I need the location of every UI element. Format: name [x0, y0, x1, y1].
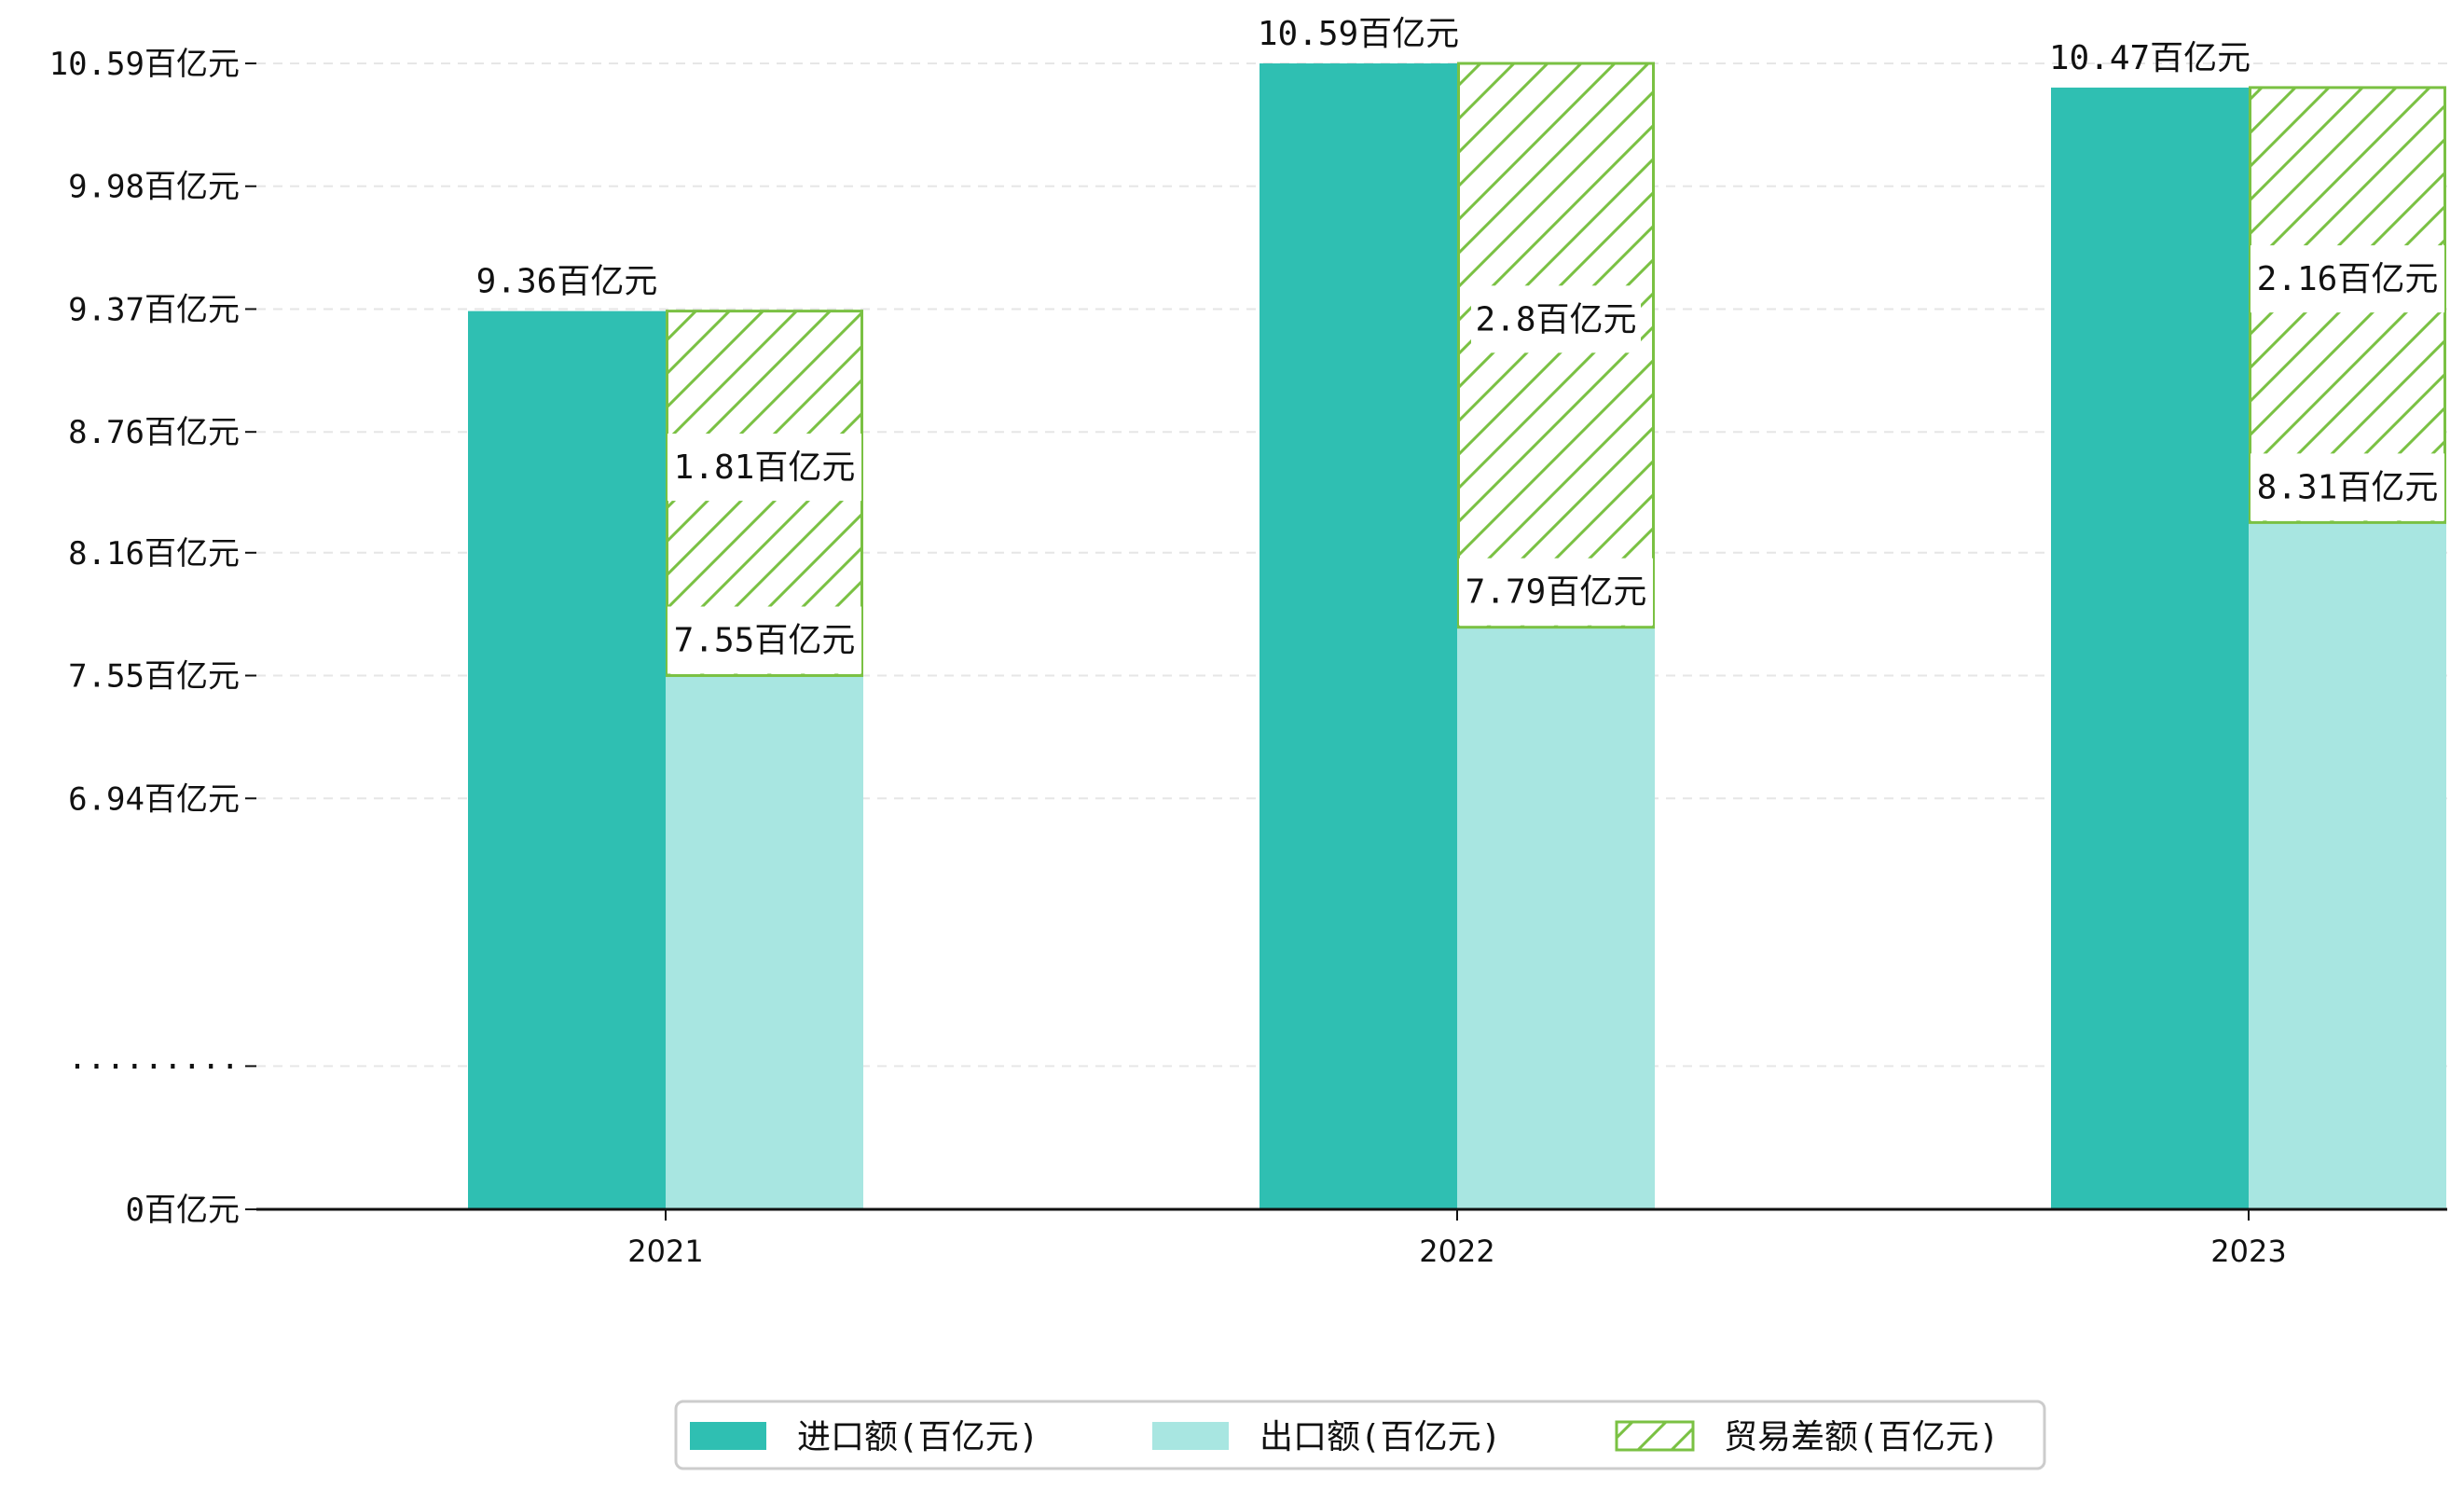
y-tick-label: ········· [68, 1048, 240, 1085]
value-label-export: 7.79百亿元 [1459, 558, 1653, 626]
bar-import-2021 [468, 310, 666, 1209]
y-tick-label: 8.76百亿元 [68, 414, 240, 451]
bar-import-2023 [2051, 87, 2249, 1209]
legend-diff-swatch [1615, 1420, 1695, 1452]
y-tick-label: 8.16百亿元 [68, 535, 240, 573]
value-label-export-bg [668, 606, 861, 674]
value-label-import: 10.59百亿元 [1258, 15, 1459, 53]
legend-import-swatch [690, 1422, 766, 1450]
value-label-export-text: 7.55百亿元 [674, 622, 856, 660]
value-label-export-text: 7.79百亿元 [1466, 573, 1647, 612]
value-label-diff: 2.8百亿元 [1471, 285, 1641, 353]
value-labels: 9.36百亿元 7.55百亿元 1.81百亿元 10.59百亿元 7.79百亿元 2.8百… [476, 15, 2444, 674]
value-label-diff-text: 2.16百亿元 [2257, 260, 2439, 298]
value-label-diff: 1.81百亿元 [668, 434, 861, 502]
value-label-diff: 2.16百亿元 [2251, 245, 2444, 313]
y-tick-label: 7.55百亿元 [68, 658, 240, 696]
y-tick-label: 10.59百亿元 [49, 46, 240, 83]
value-label-export-bg [2251, 453, 2444, 521]
legend-import-label: 进口额(百亿元) [797, 1418, 1039, 1456]
legend-diff: 贸易差额(百亿元) [1615, 1418, 1999, 1456]
legend-export-label: 出口额(百亿元) [1260, 1418, 1501, 1456]
y-tick-label: 9.37百亿元 [68, 291, 240, 328]
y-tick-label: 0百亿元 [126, 1192, 240, 1229]
legend-import: 进口额(百亿元) [690, 1418, 1039, 1456]
value-label-export-text: 8.31百亿元 [2257, 468, 2439, 506]
value-label-export: 8.31百亿元 [2251, 453, 2444, 521]
legend-diff-label: 贸易差额(百亿元) [1724, 1418, 1999, 1456]
axes: 0百亿元 ········· 6.94百亿元 7.55百亿元 8.16百亿元 8.76百亿… [49, 46, 2447, 1269]
value-label-diff-text: 2.8百亿元 [1475, 300, 1636, 338]
value-label-import: 10.47百亿元 [2049, 39, 2251, 77]
legend-box [674, 1400, 2046, 1470]
value-label-diff-bg [1471, 285, 1641, 353]
legend-export-swatch [1152, 1422, 1229, 1450]
bar-import-2022 [1260, 63, 1457, 1209]
value-label-export-bg [1459, 558, 1653, 626]
value-label-diff-bg [668, 434, 861, 502]
y-tick-label: 6.94百亿元 [68, 780, 240, 818]
x-tick-label: 2022 [1419, 1234, 1494, 1269]
bar-export-2023 [2249, 522, 2446, 1209]
y-tick-label: 9.98百亿元 [68, 169, 240, 206]
legend: 进口额(百亿元) 出口额(百亿元) 贸易差额(百亿元) [674, 1400, 2046, 1470]
bar-export-2022 [1457, 627, 1655, 1209]
x-tick-label: 2023 [2210, 1234, 2286, 1269]
value-label-import: 9.36百亿元 [476, 263, 658, 301]
x-tick-label: 2021 [627, 1234, 703, 1269]
value-label-export: 7.55百亿元 [668, 606, 861, 674]
value-label-diff-text: 1.81百亿元 [674, 448, 856, 487]
legend-export: 出口额(百亿元) [1152, 1418, 1501, 1456]
bar-export-2021 [666, 675, 863, 1209]
value-label-diff-bg [2251, 245, 2444, 313]
